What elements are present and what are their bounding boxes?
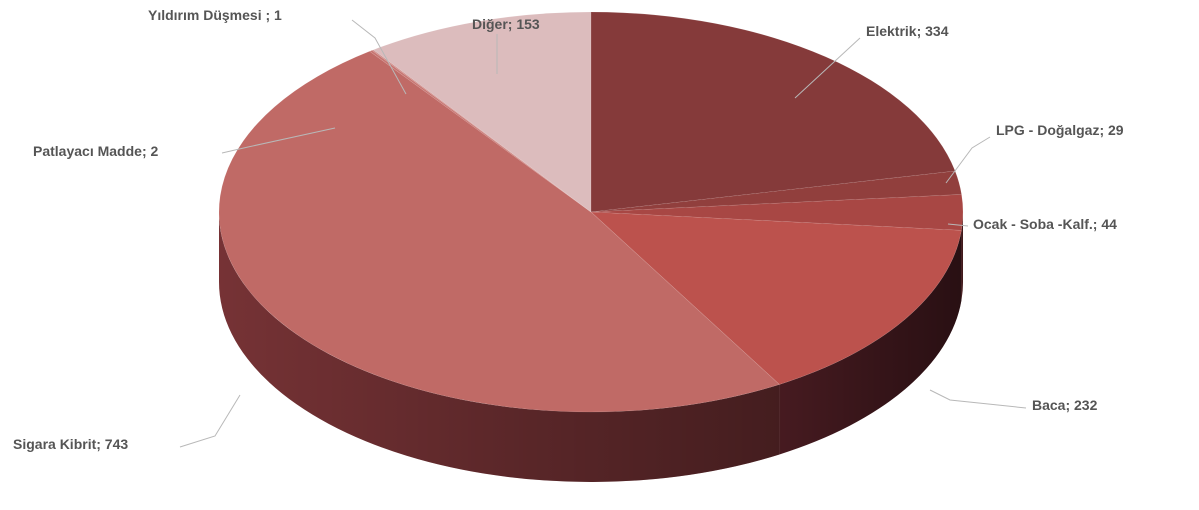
slice-label-2: Ocak - Soba -Kalf.; 44 [973,216,1117,232]
leader-line-4 [179,394,241,448]
pie-sides [218,212,963,483]
pie-labels: Elektrik; 334 LPG - Doğalgaz; 29 Ocak - So… [13,7,1124,452]
leader-line-6 [351,19,407,95]
pie-side-shade-2-0 [961,212,963,301]
leader-line-0 [794,37,861,99]
leader-line-5 [221,127,336,154]
pie-slice-0 [590,11,956,213]
pie-slice-3 [590,211,962,385]
leader-line-2 [947,223,969,227]
slice-label-0: Elektrik; 334 [866,23,949,39]
pie-side-shade-4-0 [218,212,780,483]
slice-label-3: Baca; 232 [1032,397,1098,413]
pie-slice-4 [218,50,780,413]
slice-label-6: Yıldırım Düşmesi ; 1 [148,7,282,23]
leader-line-3 [929,389,1027,409]
leader-line-1 [945,136,991,184]
slice-label-4: Sigara Kibrit; 743 [13,436,128,452]
slice-label-5: Patlayacı Madde; 2 [33,143,158,159]
slice-label-1: LPG - Doğalgaz; 29 [996,122,1124,138]
pie-top [218,11,964,413]
pie-slice-5 [369,49,592,213]
pie-side-shade-3-0 [779,230,962,455]
pie-slice-7 [372,11,592,213]
pie-slice-6 [371,49,592,213]
pie-slice-2 [590,194,964,231]
slice-label-7: Diğer; 153 [472,16,540,32]
